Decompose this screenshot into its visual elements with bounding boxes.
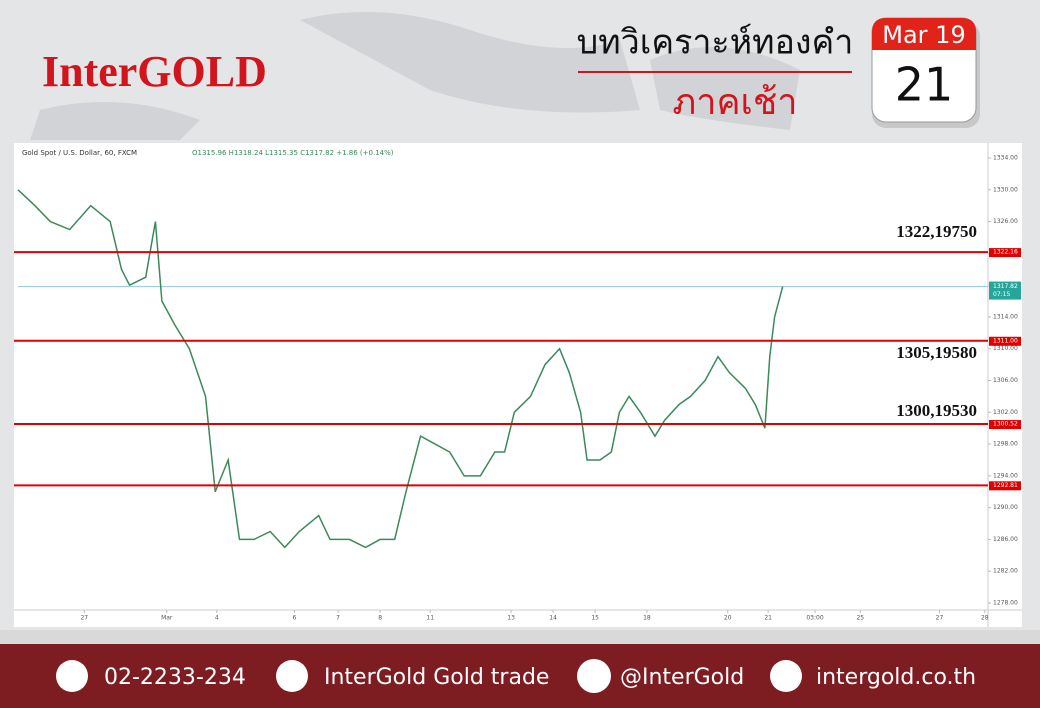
x-tick-label: 27 (80, 615, 88, 622)
header-subtitle: ภาคเช้า (673, 82, 798, 123)
level-tag (989, 481, 1021, 491)
x-tick-label: 27 (936, 615, 944, 622)
y-tick-label: 1290.00 (993, 504, 1018, 511)
x-tick-label: Mar (161, 615, 173, 622)
y-tick-label: 1302.00 (993, 409, 1018, 416)
x-tick-label: 25 (856, 615, 864, 622)
level-annotation: 1322,19750 (896, 222, 977, 241)
level-label: 1311.00 (993, 337, 1018, 344)
y-tick-label: 1286.00 (993, 536, 1018, 543)
y-tick-label: 1326.00 (993, 218, 1018, 225)
x-tick-label: 14 (549, 615, 557, 622)
x-tick-label: 7 (336, 615, 340, 622)
y-tick-label: 1306.00 (993, 377, 1018, 384)
level-annotation: 1300,19530 (896, 401, 977, 420)
calendar-month: Mar 19 (882, 21, 965, 49)
x-tick-label: 20 (724, 615, 732, 622)
footer-web: intergold.co.th (816, 665, 976, 690)
web-icon (770, 660, 802, 692)
plot: 1278.00 1282.00 1286.00 1290.00 1294.00 1298.… (14, 154, 1021, 622)
y-tick-label: 1310.00 (993, 345, 1018, 352)
x-tick-label: 4 (215, 615, 219, 622)
x-tick-label: 21 (764, 615, 772, 622)
x-tick-label: 11 (426, 615, 434, 622)
footer-facebook: InterGold Gold trade (324, 665, 549, 690)
level-annotation: 1305,19580 (896, 343, 977, 362)
map-decoration (30, 12, 800, 140)
level-tag (989, 336, 1021, 346)
x-tick-label: 13 (507, 615, 515, 622)
calendar-day: 21 (895, 58, 954, 112)
y-tick-label: 1282.00 (993, 568, 1018, 575)
level-label: 1292.81 (993, 482, 1018, 489)
footer (0, 644, 1040, 708)
footer-phone: 02-2233-234 (104, 665, 246, 690)
ohlc-readout: O1315.96 H1318.24 L1315.35 C1317.82 +1.8… (192, 149, 394, 157)
x-tick-label: 6 (293, 615, 297, 622)
x-tick-label: 28 (981, 615, 989, 622)
price-line (17, 189, 784, 549)
chart-panel (14, 143, 1022, 627)
x-tick-label: 18 (643, 615, 651, 622)
countdown-label: 07:15 (993, 291, 1010, 298)
line-icon (577, 659, 611, 693)
phone-icon (56, 660, 88, 692)
y-tick-label: 1278.00 (993, 600, 1018, 607)
chart-title: Gold Spot / U.S. Dollar, 60, FXCM (22, 149, 137, 157)
last-price-label: 1317.82 (993, 283, 1018, 290)
y-tick-label: 1294.00 (993, 472, 1018, 479)
y-tick-label: 1314.00 (993, 313, 1018, 320)
level-tag (989, 420, 1021, 430)
last-price-tag (989, 281, 1021, 300)
level-tag (989, 248, 1021, 258)
y-tick-label: 1330.00 (993, 186, 1018, 193)
x-tick-label: 15 (591, 615, 599, 622)
logo: InterGOLD (42, 47, 267, 96)
level-label: 1300.52 (993, 421, 1018, 428)
calendar-top (872, 18, 976, 50)
x-tick-label: 03:00 (806, 615, 823, 622)
header-title: บทวิเคราะห์ทองคำ (577, 23, 854, 63)
y-tick-label: 1334.00 (993, 154, 1018, 161)
x-tick-label: 8 (378, 615, 382, 622)
y-tick-label: 1298.00 (993, 441, 1018, 448)
footer-line: @InterGold (620, 665, 744, 690)
facebook-icon (276, 660, 308, 692)
footer-strip (0, 630, 1040, 644)
level-label: 1322.16 (993, 249, 1018, 256)
